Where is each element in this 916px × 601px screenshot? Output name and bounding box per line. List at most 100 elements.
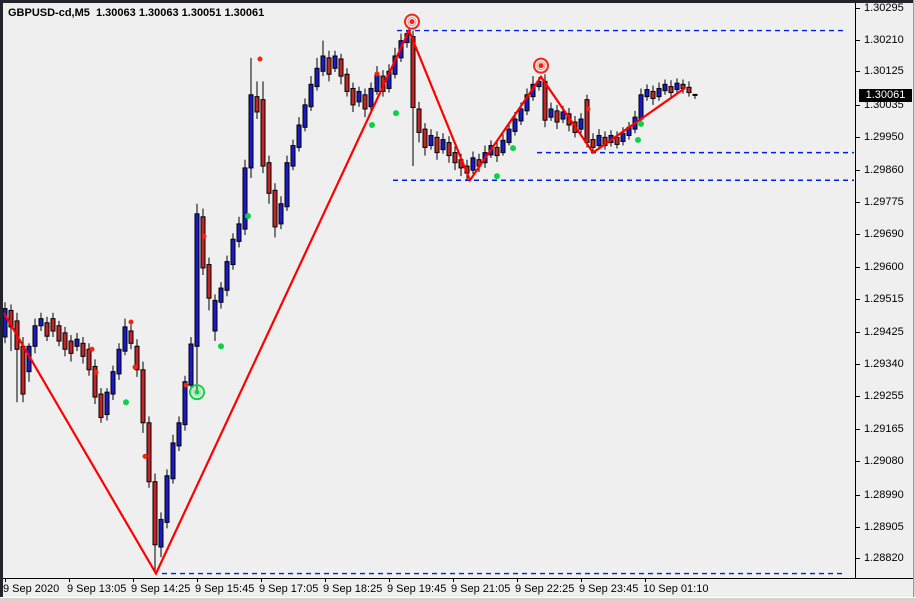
price-axis-label: 1.29860 [864, 164, 904, 177]
buy-signal-dot [510, 145, 516, 152]
price-axis-label: 1.29515 [864, 292, 904, 305]
candle-body [140, 369, 146, 424]
price-axis-label: 1.29600 [864, 261, 904, 274]
window-frame-right [913, 0, 916, 601]
sell-signal-dot [585, 106, 591, 112]
candle-body [3, 308, 8, 338]
candle-body [116, 348, 122, 375]
buy-extremum-marker-ring [189, 384, 205, 401]
candle-body [164, 475, 170, 523]
time-axis-tick [133, 579, 134, 582]
time-axis-label: 9 Sep 13:05 [67, 583, 127, 595]
price-axis-label: 1.30035 [864, 98, 904, 111]
candle-body [206, 264, 212, 299]
sell-signal-dot [132, 364, 138, 370]
price-axis-label: 1.29080 [864, 455, 904, 468]
candle-body [344, 73, 350, 92]
buy-signal-dot [218, 343, 224, 350]
time-axis-label: 10 Sep 01:10 [643, 583, 709, 595]
price-axis-tick [856, 201, 860, 203]
buy-signal-dot [245, 213, 251, 220]
sell-signal-dot [93, 369, 99, 375]
candle-body [254, 96, 260, 113]
candle-body [356, 90, 362, 103]
candle-body [686, 86, 692, 94]
price-axis-tick [856, 267, 860, 269]
price-axis-tick [856, 104, 860, 106]
candle-body [656, 87, 662, 98]
candle-body [416, 108, 422, 133]
time-axis-tick [581, 579, 582, 582]
candle-body [620, 132, 626, 142]
sell-extremum-marker-dot [538, 63, 544, 69]
candle-body [542, 80, 548, 121]
candle-body [74, 338, 80, 347]
buy-signal-dot [635, 136, 641, 143]
time-axis-label: 9 Sep 17:05 [259, 583, 319, 595]
candle-body [506, 128, 512, 144]
time-axis[interactable]: 9 Sep 2020 9 Sep 13:05 9 Sep 14:25 9 Sep 15… [3, 579, 913, 597]
candle-body [428, 134, 434, 147]
candle-body [638, 94, 644, 120]
price-axis-tick [856, 170, 860, 172]
time-axis-label: 9 Sep 19:45 [387, 583, 447, 595]
candle-body [362, 94, 368, 110]
candle-body [584, 99, 590, 144]
time-axis-tick [325, 579, 326, 582]
time-axis-tick [261, 579, 262, 582]
candle-body [44, 322, 50, 337]
price-axis-tick [856, 233, 860, 235]
time-axis-label: 9 Sep 2020 [3, 583, 60, 595]
chart-plot-area[interactable] [3, 3, 855, 578]
window-frame-bottom [0, 597, 916, 601]
candle-body [152, 481, 158, 546]
price-axis-tick [856, 298, 860, 300]
window-frame-top [0, 0, 916, 3]
price-axis-tick [856, 461, 860, 463]
candle-body [338, 58, 344, 77]
candle-body [368, 87, 374, 108]
price-axis-tick [856, 429, 860, 431]
candle-body [284, 162, 290, 208]
candle-body [548, 108, 554, 118]
candle-body [422, 128, 428, 148]
candle-body [524, 94, 530, 112]
buy-signal-dot [393, 110, 399, 117]
candle-body [692, 93, 698, 96]
candle-body [470, 157, 476, 171]
sell-extremum-marker-ring [404, 13, 420, 30]
price-axis-tick [856, 364, 860, 366]
candle-body [614, 136, 620, 145]
candle-body [176, 422, 182, 447]
candle-body [242, 167, 248, 230]
candle-body [104, 391, 110, 416]
candle-body [194, 213, 200, 347]
candle-body [98, 393, 104, 419]
time-axis-tick [517, 579, 518, 582]
sell-extremum-marker-dot [409, 19, 415, 25]
candle-body [302, 104, 308, 128]
price-axis-label: 1.28905 [864, 520, 904, 533]
candle-body [128, 330, 134, 344]
price-axis-label: 1.29690 [864, 227, 904, 240]
price-axis-label: 1.29340 [864, 358, 904, 371]
candle-body [434, 136, 440, 154]
candle-body [560, 111, 566, 120]
candle-body [158, 518, 164, 548]
candle-body [212, 299, 218, 332]
candle-body [224, 261, 230, 291]
candle-body [68, 340, 74, 354]
candle-body [320, 55, 326, 72]
price-axis-label: 1.30125 [864, 65, 904, 78]
sell-signal-dot [142, 453, 148, 459]
sell-signal-dot [257, 56, 263, 62]
buy-signal-dot [638, 120, 644, 127]
sell-extremum-marker-ring [533, 57, 549, 74]
candle-body [446, 142, 452, 157]
candle-body [644, 89, 650, 98]
buy-signal-dot [369, 122, 375, 129]
candle-body [188, 343, 194, 386]
buy-extremum-marker-inner-ring [192, 387, 202, 397]
price-axis[interactable]: 1.30061 1.30295 1.30210 1.30125 1.30035 1.29… [856, 2, 913, 578]
